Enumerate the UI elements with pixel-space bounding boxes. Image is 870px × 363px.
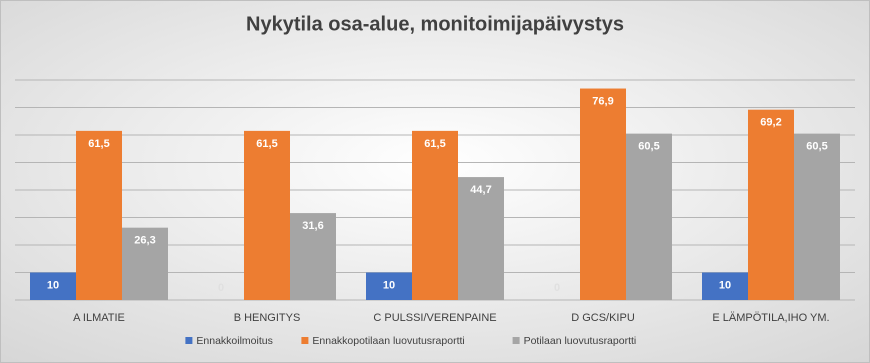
data-label: 76,9 (592, 95, 613, 107)
bar (30, 272, 76, 300)
data-label: 61,5 (424, 138, 445, 150)
data-label: 26,3 (134, 235, 155, 247)
legend-swatch (301, 337, 309, 344)
data-label: 60,5 (638, 141, 659, 153)
bar (76, 130, 122, 300)
data-label: 61,5 (256, 138, 277, 150)
bar (626, 133, 672, 300)
bar (748, 109, 794, 300)
x-tick-label: A ILMATIE (73, 312, 125, 324)
bar (122, 227, 168, 300)
data-label: 31,6 (302, 220, 323, 232)
legend-label: Ennakkoilmoitus (196, 335, 272, 347)
legend-label: Potilaan luovutusraportti (524, 335, 637, 347)
data-label: 0 (554, 282, 560, 294)
data-label: 10 (719, 279, 731, 291)
legend-label: Ennakkopotilaan luovutusraportti (312, 335, 464, 347)
legend-swatch (512, 337, 520, 344)
bar (366, 272, 412, 300)
x-tick-label: E LÄMPÖTILA,IHO YM. (712, 312, 829, 324)
data-label: 44,7 (470, 184, 491, 196)
data-label: 10 (383, 279, 395, 291)
data-label: 60,5 (806, 141, 827, 153)
bar (290, 213, 336, 300)
data-label: 61,5 (88, 138, 109, 150)
bar (244, 130, 290, 300)
bar (794, 133, 840, 300)
data-label: 10 (47, 279, 59, 291)
x-tick-label: D GCS/KIPU (571, 312, 635, 324)
data-label: 69,2 (760, 117, 781, 129)
bar (458, 177, 504, 300)
legend-swatch (185, 337, 193, 344)
x-tick-label: B HENGITYS (234, 312, 301, 324)
bar (580, 88, 626, 301)
chart-title: Nykytila osa-alue, monitoimijapäivystys (246, 13, 624, 35)
bar (412, 130, 458, 300)
data-label: 0 (218, 282, 224, 294)
bar (702, 272, 748, 300)
x-tick-label: C PULSSI/VERENPAINE (373, 312, 496, 324)
